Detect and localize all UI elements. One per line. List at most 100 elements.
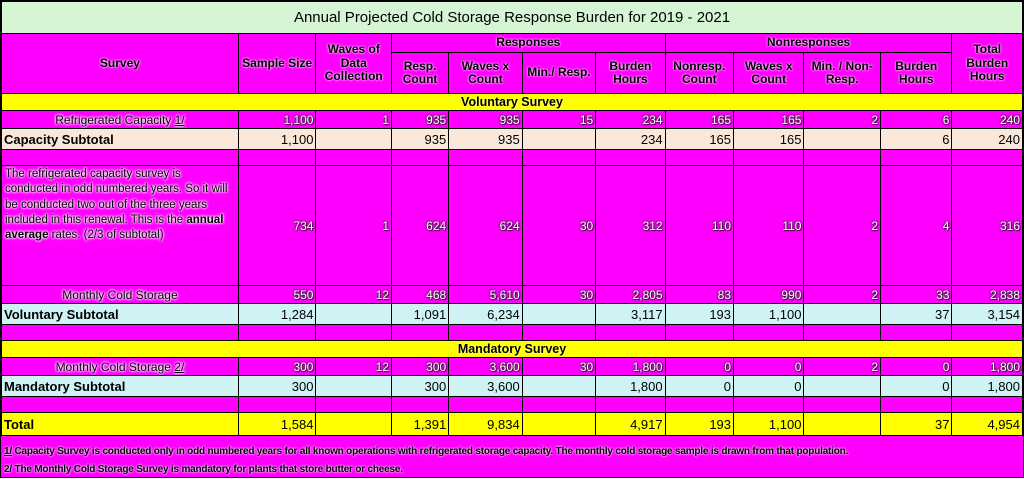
value-cell: 83 — [664, 285, 735, 304]
value-cell: 316 — [951, 165, 1023, 286]
empty-cell — [595, 324, 666, 341]
value-cell: 935 — [448, 110, 523, 129]
section-header: Mandatory Survey — [1, 340, 1023, 358]
empty-cell — [951, 324, 1023, 341]
header-row-sub: Resp. Count Waves x Count Min./ Resp. Bu… — [2, 52, 1023, 94]
value-cell: 240 — [951, 110, 1023, 129]
value-cell: 33 — [880, 285, 953, 304]
value-cell: 2,838 — [951, 285, 1023, 304]
value-cell: 30 — [521, 285, 597, 304]
value-cell: 193 — [664, 412, 735, 436]
value-cell: 1 — [315, 165, 393, 286]
empty-cell — [733, 324, 805, 341]
value-cell: 30 — [521, 357, 597, 376]
table-row-empty — [1, 324, 1023, 341]
value-cell: 4 — [880, 165, 953, 286]
col-header-total-burden: Total Burden Hours — [951, 33, 1023, 94]
value-cell: 193 — [664, 303, 735, 325]
col-header-sample-size: Sample Size — [237, 33, 317, 94]
value-cell — [521, 412, 597, 436]
value-cell: 4,917 — [595, 412, 666, 436]
table-row-note: The refrigerated capacity survey is cond… — [1, 165, 1023, 286]
value-cell: 0 — [733, 357, 805, 376]
value-cell: 990 — [733, 285, 805, 304]
table-row-data: Refrigerated Capacity 1/1,100 1 935 935 15 23… — [1, 110, 1023, 129]
value-cell: 1,091 — [391, 303, 450, 325]
empty-cell — [880, 324, 953, 341]
empty-cell — [803, 149, 882, 166]
footnote-2-text: The Monthly Cold Storage Survey is manda… — [11, 464, 403, 475]
empty-cell — [664, 324, 735, 341]
value-cell: 1,100 — [733, 303, 805, 325]
empty-cell — [595, 149, 666, 166]
value-cell — [521, 128, 597, 150]
footnote-reference: 2/ — [174, 359, 185, 374]
table-row-empty — [1, 396, 1023, 413]
empty-cell — [1, 324, 239, 341]
empty-cell — [315, 324, 393, 341]
value-cell: 1,100 — [237, 110, 317, 129]
footnote-2: 2/ The Monthly Cold Storage Survey is ma… — [4, 461, 1023, 479]
value-cell — [315, 303, 393, 325]
value-cell: 0 — [733, 375, 805, 397]
value-cell: 300 — [237, 375, 317, 397]
value-cell: 12 — [315, 357, 393, 376]
section-header: Voluntary Survey — [1, 93, 1023, 111]
value-cell: 1,800 — [951, 375, 1023, 397]
value-cell: 37 — [880, 303, 953, 325]
empty-cell — [315, 396, 393, 413]
value-cell: 550 — [237, 285, 317, 304]
value-cell: 37 — [880, 412, 953, 436]
survey-label-cell: Mandatory Subtotal — [1, 375, 239, 397]
value-cell: 1,100 — [733, 412, 805, 436]
empty-cell — [951, 149, 1023, 166]
value-cell: 300 — [237, 357, 317, 376]
value-cell: 1,800 — [595, 375, 666, 397]
empty-cell — [521, 396, 597, 413]
value-cell — [521, 303, 597, 325]
col-header-min-per-resp: Min./ Resp. — [521, 52, 597, 94]
burden-table: Annual Projected Cold Storage Response B… — [1, 1, 1023, 436]
value-cell: 0 — [664, 357, 735, 376]
value-cell — [315, 375, 393, 397]
value-cell — [803, 412, 882, 436]
empty-cell — [733, 149, 805, 166]
value-cell: 300 — [391, 357, 450, 376]
value-cell: 1,584 — [237, 412, 317, 436]
col-header-nonresp-count: Nonresp. Count — [664, 52, 735, 94]
table-row-data: Monthly Cold Storage 550 12 468 5,610 30 2,805… — [1, 285, 1023, 304]
value-cell: 2 — [803, 165, 882, 286]
empty-cell — [237, 149, 317, 166]
empty-cell — [803, 324, 882, 341]
value-cell: 1,391 — [391, 412, 450, 436]
value-cell: 2 — [803, 285, 882, 304]
survey-label-cell: Monthly Cold Storage — [1, 285, 239, 304]
survey-label-cell: Capacity Subtotal — [1, 128, 239, 150]
value-cell — [803, 303, 882, 325]
value-cell: 1,800 — [595, 357, 666, 376]
empty-cell — [391, 324, 450, 341]
table-row-subtotal-cyan: Mandatory Subtotal 300 300 3,600 1,800 0 0 0 1,8… — [1, 375, 1023, 397]
empty-cell — [391, 149, 450, 166]
empty-cell — [1, 396, 239, 413]
value-cell: 935 — [448, 128, 523, 150]
empty-cell — [448, 396, 523, 413]
value-cell: 1,284 — [237, 303, 317, 325]
value-cell: 240 — [951, 128, 1023, 150]
footnote-1-text: Capacity Survey is conducted only in odd… — [11, 446, 849, 457]
col-group-responses: Responses — [391, 33, 666, 53]
footnote-1: 1/ Capacity Survey is conducted only in … — [4, 443, 1023, 461]
table-title-row: Annual Projected Cold Storage Response B… — [1, 1, 1023, 34]
table-row-subtotal-cyan: Voluntary Subtotal 1,284 1,091 6,234 3,117 19… — [1, 303, 1023, 325]
value-cell: 0 — [880, 375, 953, 397]
value-cell: 110 — [733, 165, 805, 286]
value-cell: 1 — [315, 110, 393, 129]
survey-label-cell: Voluntary Subtotal — [1, 303, 239, 325]
col-header-resp-count: Resp. Count — [391, 52, 450, 94]
survey-label-cell: Refrigerated Capacity 1/ — [1, 110, 239, 129]
empty-cell — [237, 324, 317, 341]
value-cell: 3,117 — [595, 303, 666, 325]
empty-cell — [880, 396, 953, 413]
col-header-resp-burden-hours: Burden Hours — [595, 52, 666, 94]
value-cell: 624 — [391, 165, 450, 286]
